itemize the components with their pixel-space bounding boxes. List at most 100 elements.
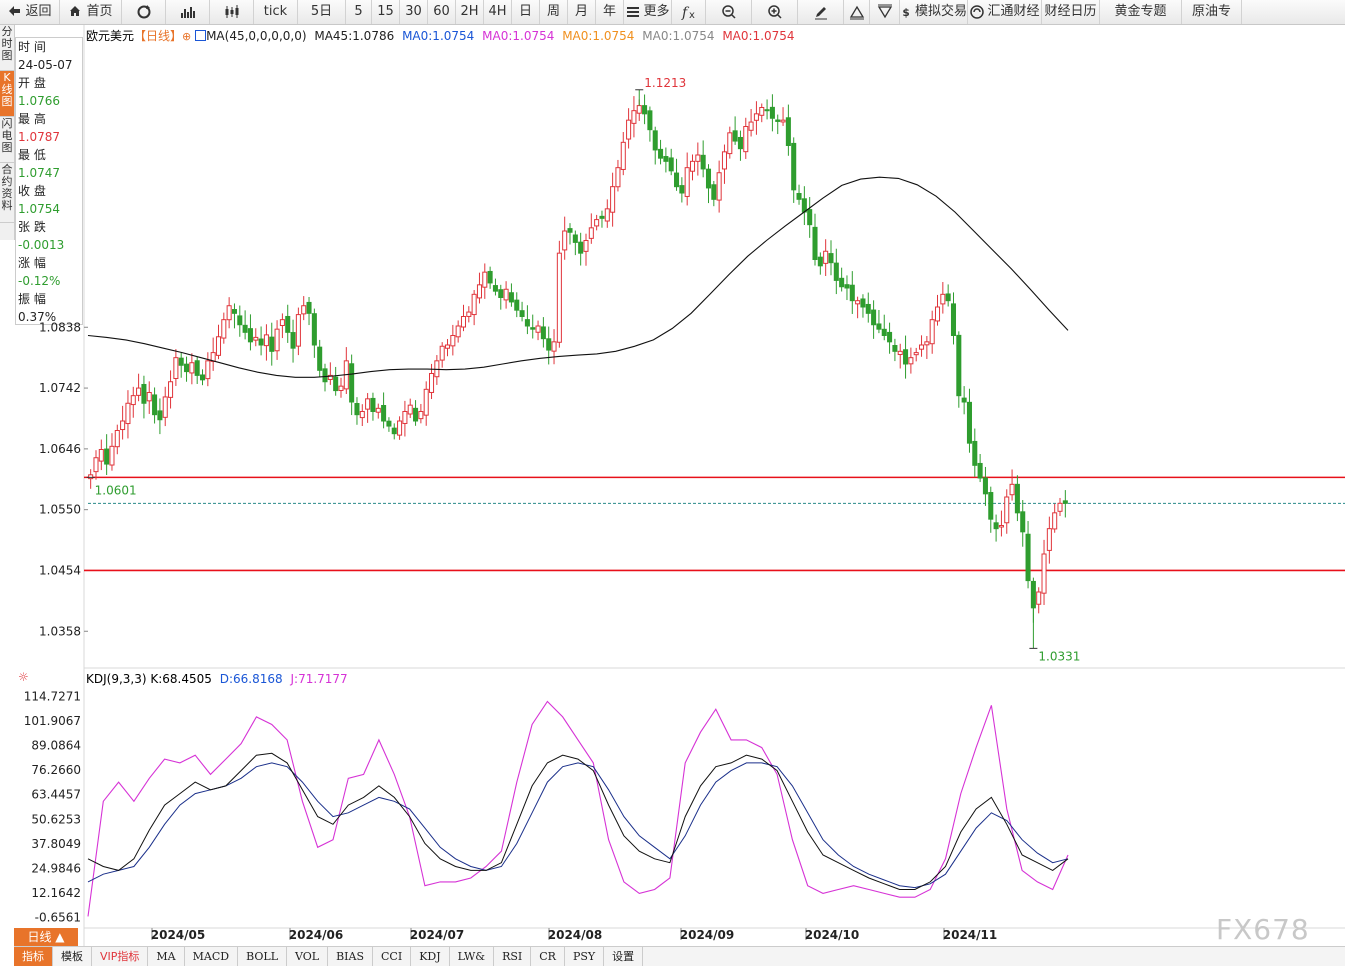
- candle-body: [631, 110, 637, 124]
- candle-body: [1046, 528, 1052, 551]
- candle-body: [775, 119, 781, 122]
- toolbar-button-2H[interactable]: 2H: [456, 0, 484, 24]
- ma-settings-icon[interactable]: [195, 30, 207, 41]
- indicator-tab-1[interactable]: 模板: [53, 947, 92, 966]
- date-tick-label: 2024/07: [410, 928, 464, 942]
- candle-body: [471, 293, 477, 316]
- toolbar-button-label: tick: [263, 4, 288, 19]
- indicator-tab-2[interactable]: VIP指标: [92, 947, 149, 966]
- candle-body: [940, 293, 946, 305]
- chart-bars-icon: [180, 7, 195, 18]
- toolbar-button-原油专[interactable]: 原油专: [1182, 0, 1242, 24]
- toolbar-button-汇通财经[interactable]: 汇通财经: [968, 0, 1042, 24]
- toolbar-button-zoom-out[interactable]: [706, 0, 752, 24]
- toolbar-button-pen[interactable]: [798, 0, 844, 24]
- toolbar-button-refresh[interactable]: [122, 0, 166, 24]
- indicator-tab-14[interactable]: 设置: [604, 947, 644, 966]
- toolbar-button-月[interactable]: 月: [568, 0, 596, 24]
- toolbar-button-首页[interactable]: 首页: [60, 0, 122, 24]
- period-selector[interactable]: 日线 ▲: [14, 928, 78, 946]
- candle-body: [727, 132, 733, 155]
- candle-body: [359, 411, 365, 419]
- symbol-name: 欧元美元: [86, 29, 135, 43]
- side-tabs: 分时图 K线图 闪电图 合约资料: [0, 25, 15, 240]
- toolbar-button-triangle-up[interactable]: [844, 0, 870, 24]
- tab-kline[interactable]: K线图: [0, 71, 14, 117]
- settings-icon[interactable]: ⊕: [182, 30, 192, 43]
- kdj-k-value: K:68.4505: [150, 672, 212, 686]
- candle-body: [413, 407, 419, 422]
- toolbar-button-label: 黄金专题: [1114, 4, 1167, 19]
- toolbar-button-60[interactable]: 60: [428, 0, 456, 24]
- toolbar-button-5日[interactable]: 5日: [298, 0, 346, 24]
- candle-body: [572, 234, 578, 243]
- indicator-tab-12[interactable]: CR: [531, 947, 565, 966]
- candle-body: [322, 368, 328, 383]
- toolbar-button-5[interactable]: 5: [346, 0, 372, 24]
- candle-body: [1020, 511, 1026, 533]
- candle-body: [711, 184, 717, 200]
- indicator-tab-10[interactable]: LW&: [450, 947, 495, 966]
- tab-flash[interactable]: 闪电图: [0, 117, 14, 163]
- candle-body: [876, 323, 882, 330]
- candle-body: [1057, 502, 1063, 512]
- ma0-value-5: MA0:1.0754: [722, 29, 795, 43]
- toolbar-button-4H[interactable]: 4H: [484, 0, 512, 24]
- indicator-tab-4[interactable]: MACD: [185, 947, 239, 966]
- kdj-settings-icon[interactable]: ☼: [18, 670, 29, 684]
- toolbar-button-zoom-in[interactable]: [752, 0, 798, 24]
- indicator-tab-5[interactable]: BOLL: [238, 947, 287, 966]
- toolbar-button-日[interactable]: 日: [512, 0, 540, 24]
- triangle-down-icon: [877, 4, 892, 19]
- high-label: 最 高: [18, 112, 46, 126]
- toolbar-button-label: 30: [405, 4, 422, 19]
- indicator-tab-6[interactable]: VOL: [287, 947, 329, 966]
- candle-body: [743, 126, 749, 153]
- candle-body: [498, 289, 504, 298]
- toolbar-button-更多[interactable]: 更多: [624, 0, 672, 24]
- toolbar-button-triangle-down[interactable]: [870, 0, 900, 24]
- toolbar-button-candlestick[interactable]: [210, 0, 254, 24]
- candle-body: [295, 314, 301, 347]
- toolbar-button-模拟交易[interactable]: $ 模拟交易: [900, 0, 968, 24]
- candle-body: [610, 186, 616, 213]
- indicator-tab-0[interactable]: 指标: [14, 947, 53, 966]
- toolbar-button-返回[interactable]: 返回: [0, 0, 60, 24]
- toolbar-button-30[interactable]: 30: [400, 0, 428, 24]
- candle-body: [945, 293, 951, 302]
- candle-body: [397, 420, 403, 436]
- candle-body: [130, 395, 136, 406]
- candle-body: [567, 228, 573, 233]
- price-tick-label: 1.0454: [39, 563, 81, 577]
- ma45-line: [87, 176, 1069, 378]
- indicator-tab-8[interactable]: CCI: [373, 947, 412, 966]
- tab-intraday[interactable]: 分时图: [0, 25, 14, 71]
- indicator-tab-3[interactable]: MA: [148, 947, 185, 966]
- toolbar-button-15[interactable]: 15: [372, 0, 400, 24]
- price-tick-label: 1.0358: [39, 624, 81, 638]
- indicator-tab-7[interactable]: BIAS: [328, 947, 373, 966]
- toolbar-button-财经日历[interactable]: 财经日历: [1042, 0, 1100, 24]
- candle-body: [887, 331, 893, 343]
- kdj-tick-label: 101.9067: [24, 714, 81, 728]
- toolbar-button-tick[interactable]: tick: [254, 0, 298, 24]
- top-toolbar: 返回 首页 tick 5日 5 15 30 60 2H 4H 日周月年 更多 f x $ 模拟交易 汇通财经 财经…: [0, 0, 1345, 25]
- toolbar-button-黄金专题[interactable]: 黄金专题: [1100, 0, 1182, 24]
- candle-body: [508, 292, 514, 303]
- indicator-tab-9[interactable]: KDJ: [411, 947, 450, 966]
- candle-body: [423, 388, 429, 416]
- kdj-tick-label: 89.0864: [31, 738, 81, 752]
- time-value: 24-05-07: [18, 58, 73, 72]
- tab-contract-info[interactable]: 合约资料: [0, 163, 14, 223]
- amplitude-label: 振 幅: [18, 292, 46, 306]
- indicator-tab-13[interactable]: PSY: [565, 947, 605, 966]
- candle-body: [865, 303, 871, 314]
- toolbar-button-年[interactable]: 年: [596, 0, 624, 24]
- toolbar-button-周[interactable]: 周: [540, 0, 568, 24]
- indicator-tab-11[interactable]: RSI: [494, 947, 532, 966]
- change-label: 张 跌: [18, 220, 46, 234]
- price-chart[interactable]: 1.0838 1.0742 1.0646 1.0550 1.0454 1.0358 1.12…: [0, 25, 1345, 946]
- kdj-tick-label: 24.9846: [31, 861, 81, 875]
- toolbar-button-chart-bars[interactable]: [166, 0, 210, 24]
